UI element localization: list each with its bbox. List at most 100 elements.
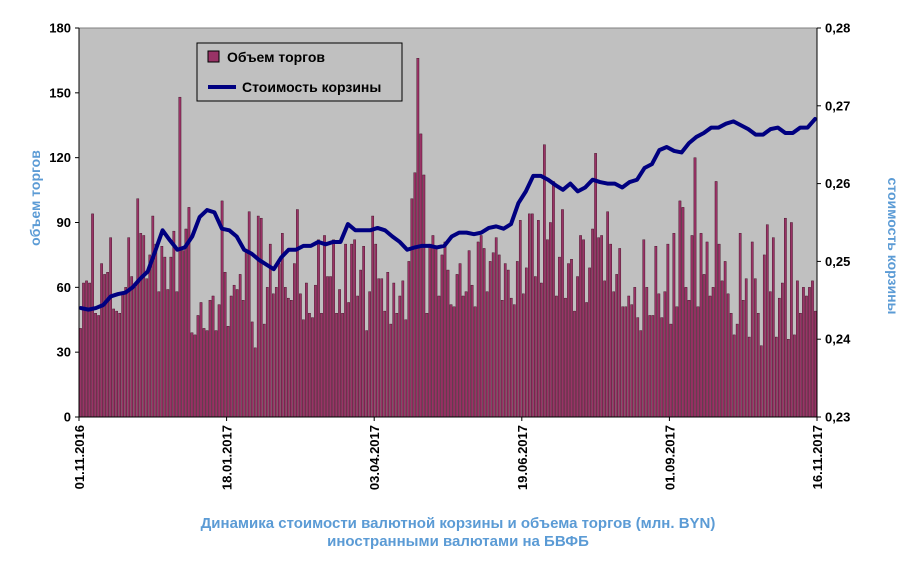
volume-bar xyxy=(103,274,106,418)
volume-bar xyxy=(714,181,718,418)
x-tick-label: 18.01.2017 xyxy=(220,425,235,490)
legend: Объем торгов Стоимость корзины xyxy=(196,42,403,102)
volume-bar xyxy=(193,334,197,418)
volume-bar xyxy=(648,315,652,418)
volume-bar xyxy=(145,278,149,418)
volume-bar xyxy=(603,280,606,418)
volume-bar xyxy=(558,256,561,418)
y-axis-title-right: стоимость корзины xyxy=(885,177,901,314)
volume-bar xyxy=(368,291,372,418)
volume-bar xyxy=(299,293,302,418)
volume-bar xyxy=(775,336,778,418)
volume-bar xyxy=(702,274,706,418)
volume-bar xyxy=(452,306,456,418)
volume-bar xyxy=(413,172,417,418)
volume-bar xyxy=(651,315,655,418)
volume-bar xyxy=(335,313,338,418)
volume-bar xyxy=(178,96,182,418)
volume-bar xyxy=(473,306,477,418)
volume-bar xyxy=(326,276,329,418)
volume-bar xyxy=(431,235,435,418)
volume-bar xyxy=(750,241,754,418)
volume-bar xyxy=(461,295,465,418)
volume-bar xyxy=(259,217,263,418)
volume-bar xyxy=(196,315,200,418)
volume-bar xyxy=(636,317,640,418)
volume-bar xyxy=(458,263,462,418)
volume-bar xyxy=(377,278,381,418)
volume-bar xyxy=(398,295,402,418)
volume-bar xyxy=(796,280,799,418)
volume-bar xyxy=(534,276,537,418)
volume-bar xyxy=(395,313,399,418)
volume-bar xyxy=(244,250,248,418)
x-ticks: 01.11.2016 18.01.2017 03.04.2017 19.06.2017… xyxy=(72,417,825,490)
volume-bar xyxy=(392,282,396,418)
volume-bar xyxy=(485,291,489,418)
volume-bar xyxy=(338,289,341,418)
volume-bar xyxy=(362,246,365,418)
y-tick-label-left: 60 xyxy=(57,280,71,295)
volume-bar xyxy=(506,269,510,418)
basket-cost-line xyxy=(79,117,817,312)
volume-bar xyxy=(591,228,594,418)
volume-bar xyxy=(154,243,158,418)
volume-bar xyxy=(359,269,362,418)
volume-bar xyxy=(425,313,429,418)
volume-bar xyxy=(546,239,549,418)
volume-bar xyxy=(494,237,498,418)
volume-bar xyxy=(735,323,739,418)
volume-bar xyxy=(711,287,715,418)
volume-bar xyxy=(759,345,763,418)
volume-bar xyxy=(579,235,582,418)
volume-bar xyxy=(419,133,423,418)
volume-bar xyxy=(570,259,573,418)
chart-title-line-2: иностранными валютами на БВФБ xyxy=(327,533,589,550)
volume-bar xyxy=(383,310,387,418)
x-tick-label: 01.11.2016 xyxy=(72,425,87,489)
volume-bar xyxy=(645,287,649,418)
volume-bar xyxy=(639,330,643,418)
volume-bar xyxy=(814,310,817,418)
y-tick-label-left: 0 xyxy=(64,410,71,425)
volume-bar xyxy=(293,263,296,418)
volume-bar xyxy=(151,215,155,418)
volume-bar xyxy=(157,291,161,418)
volume-bar xyxy=(100,263,103,418)
volume-bar xyxy=(582,239,585,418)
volume-bar xyxy=(320,313,323,418)
volume-bar xyxy=(142,235,146,418)
y-tick-label-left: 120 xyxy=(49,150,71,165)
volume-bar xyxy=(181,250,185,418)
volume-bar xyxy=(567,263,570,418)
x-tick-label: 03.04.2017 xyxy=(367,425,382,490)
volume-bar xyxy=(687,300,691,418)
volume-bar xyxy=(353,239,356,418)
volume-bar xyxy=(232,284,236,418)
volume-bar xyxy=(389,323,393,418)
volume-bar xyxy=(666,243,670,418)
volume-bar xyxy=(121,293,125,418)
volume-bar xyxy=(247,211,251,418)
volume-bar xyxy=(205,330,209,418)
volume-bar xyxy=(97,315,100,418)
volume-bar xyxy=(374,243,378,418)
volume-bar xyxy=(365,330,369,418)
volume-bar xyxy=(127,237,131,418)
volume-bar xyxy=(503,263,507,418)
volume-bar xyxy=(549,222,552,418)
volume-bar xyxy=(768,291,772,418)
volume-bar xyxy=(600,235,603,418)
volume-bar xyxy=(621,306,625,418)
volume-bar xyxy=(184,228,188,418)
volume-bar xyxy=(464,291,468,418)
volume-bar xyxy=(211,295,215,418)
volume-bar xyxy=(681,207,685,418)
volume-bar xyxy=(588,267,591,418)
volume-bar xyxy=(518,220,522,418)
volume-bar xyxy=(609,243,612,418)
volume-bar xyxy=(747,336,751,418)
volume-bar xyxy=(627,295,631,418)
volume-bar xyxy=(350,243,353,418)
volume-bar xyxy=(663,291,667,418)
